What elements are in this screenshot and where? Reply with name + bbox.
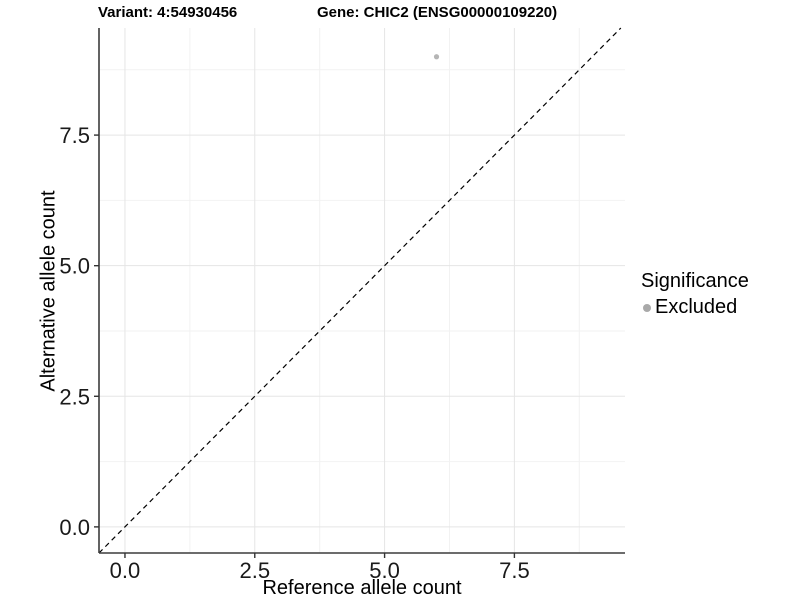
y-tick-label: 7.5 — [59, 123, 90, 148]
y-tick-label: 0.0 — [59, 515, 90, 540]
variant-title: Variant: 4:54930456 — [98, 4, 238, 21]
data-point — [433, 54, 440, 60]
legend-title: Significance — [641, 270, 749, 292]
x-tick-label: 2.5 — [239, 558, 270, 583]
y-tick-label: 2.5 — [59, 384, 90, 409]
x-tick-label: 7.5 — [499, 558, 530, 583]
y-tick-label: 5.0 — [59, 254, 90, 279]
excluded-dot-icon — [643, 303, 651, 312]
y-axis-title: Alternative allele count — [37, 190, 60, 392]
x-tick-label: 5.0 — [369, 558, 400, 583]
x-tick-label: 0.0 — [110, 558, 141, 583]
x-axis-title: Reference allele count — [262, 577, 462, 599]
significance-legend: Significance Excluded — [641, 270, 749, 319]
legend-item-label: Excluded — [655, 296, 738, 318]
legend-item-excluded: Excluded — [641, 296, 749, 319]
identity-line — [98, 27, 622, 554]
gene-title: Gene: CHIC2 (ENSG00000109220) — [317, 4, 558, 21]
